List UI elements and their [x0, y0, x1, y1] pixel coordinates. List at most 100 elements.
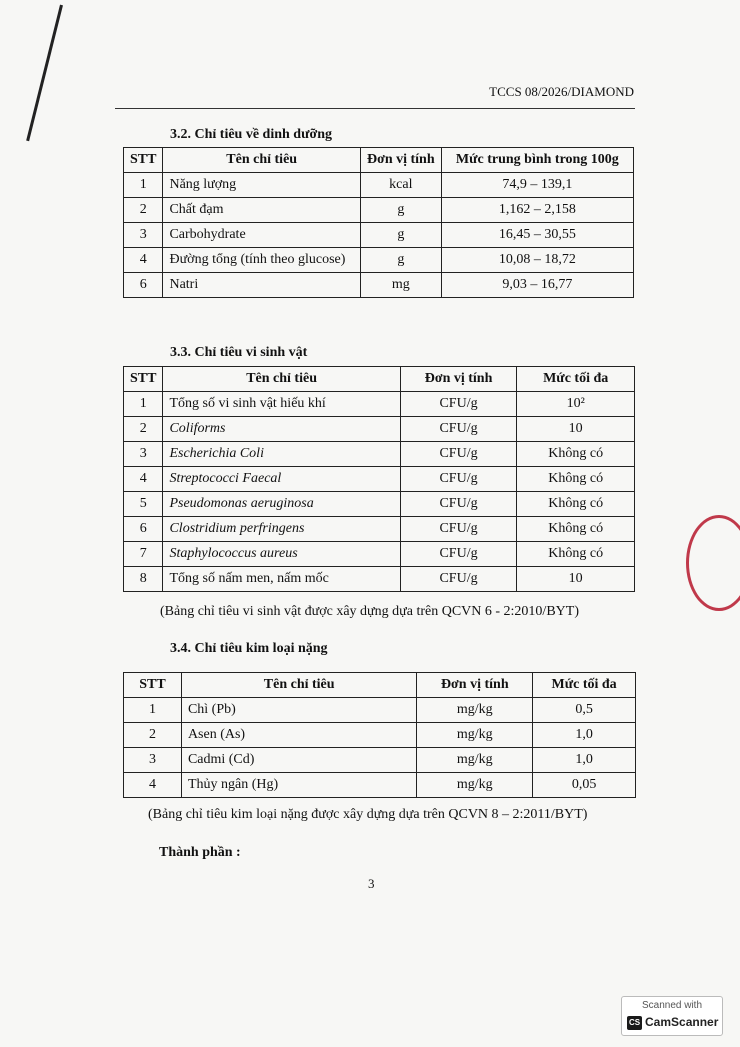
column-header: Tên chỉ tiêu — [180, 672, 418, 698]
table-cell: mg/kg — [416, 772, 534, 798]
table-cell: 1,0 — [532, 747, 636, 773]
table-cell: 4 — [122, 466, 164, 492]
table-cell: 10 — [516, 566, 635, 592]
table-row: 1 Chì (Pb) mg/kg 0,5 — [123, 697, 636, 723]
column-header: Đơn vị tính — [359, 147, 442, 173]
table-header-row: STT Tên chỉ tiêu Đơn vị tính Mức tối đa — [123, 672, 636, 698]
table-cell: 1 — [122, 172, 164, 198]
metals-note: (Bảng chỉ tiêu kim loại nặng được xây dự… — [148, 807, 588, 822]
table-cell: Không có — [516, 491, 635, 517]
nutrition-table: STT Tên chỉ tiêu Đơn vị tính Mức trung bình… — [122, 147, 635, 298]
table-cell: Năng lượng — [162, 172, 361, 198]
column-header: STT — [122, 147, 164, 173]
table-cell: g — [359, 247, 442, 273]
table-cell: Không có — [516, 441, 635, 467]
column-header: Đơn vị tính — [399, 366, 518, 392]
column-header: Tên chỉ tiêu — [162, 366, 401, 392]
table-cell: 2 — [122, 416, 164, 442]
table-cell: CFU/g — [399, 541, 518, 567]
watermark-line1: Scanned with — [641, 1000, 703, 1011]
table-cell: 6 — [122, 272, 164, 298]
table-cell: 1 — [123, 697, 182, 723]
table-cell: Pseudomonas aeruginosa — [162, 491, 401, 517]
table-cell: 3 — [122, 441, 164, 467]
column-header: STT — [122, 366, 164, 392]
table-cell: 74,9 – 139,1 — [440, 172, 635, 198]
header-divider — [115, 108, 635, 109]
table-cell: Không có — [516, 466, 635, 492]
table-cell: CFU/g — [399, 566, 518, 592]
table-cell: 3 — [122, 222, 164, 248]
page-number: 3 — [368, 876, 375, 891]
table-cell: mg/kg — [416, 697, 534, 723]
section-title-micro: 3.3. Chỉ tiêu vi sinh vật — [170, 345, 308, 360]
column-header: STT — [123, 672, 182, 698]
table-cell: 0,05 — [532, 772, 636, 798]
table-cell: Asen (As) — [180, 722, 418, 748]
table-cell: 3 — [123, 747, 182, 773]
table-cell: CFU/g — [399, 416, 518, 442]
table-row: 1 Năng lượng kcal 74,9 – 139,1 — [122, 172, 635, 198]
table-cell: Carbohydrate — [162, 222, 361, 248]
table-row: 8 Tổng số nấm men, nấm mốc CFU/g 10 — [122, 566, 635, 592]
table-cell: 10,08 – 18,72 — [440, 247, 635, 273]
table-row: 7 Staphylococcus aureus CFU/g Không có — [122, 541, 635, 567]
document-code: TCCS 08/2026/DIAMOND — [489, 84, 634, 99]
table-row: 3 Carbohydrate g 16,45 – 30,55 — [122, 222, 635, 248]
table-cell: Coliforms — [162, 416, 401, 442]
table-cell: mg/kg — [416, 747, 534, 773]
table-row: 6 Clostridium perfringens CFU/g Không có — [122, 516, 635, 542]
table-cell: 8 — [122, 566, 164, 592]
column-header: Mức tối đa — [532, 672, 636, 698]
table-row: 6 Natri mg 9,03 – 16,77 — [122, 272, 635, 298]
table-cell: 6 — [122, 516, 164, 542]
table-cell: 1 — [122, 391, 164, 417]
table-cell: Tổng số nấm men, nấm mốc — [162, 566, 401, 592]
micro-note: (Bảng chỉ tiêu vi sinh vật được xây dựng… — [160, 604, 579, 619]
camscanner-logo-icon: CS — [627, 1016, 642, 1030]
table-row: 2 Asen (As) mg/kg 1,0 — [123, 722, 636, 748]
table-cell: 2 — [123, 722, 182, 748]
camscanner-watermark: Scanned with CS CamScanner — [621, 996, 723, 1036]
table-cell: 1,162 – 2,158 — [440, 197, 635, 223]
table-row: 2 Chất đạm g 1,162 – 2,158 — [122, 197, 635, 223]
column-header: Tên chỉ tiêu — [162, 147, 361, 173]
table-cell: Streptococci Faecal — [162, 466, 401, 492]
table-cell: 9,03 – 16,77 — [440, 272, 635, 298]
table-row: 4 Thủy ngân (Hg) mg/kg 0,05 — [123, 772, 636, 798]
table-row: 2 Coliforms CFU/g 10 — [122, 416, 635, 442]
table-cell: 1,0 — [532, 722, 636, 748]
table-cell: 10² — [516, 391, 635, 417]
pen-mark — [26, 4, 63, 142]
column-header: Đơn vị tính — [416, 672, 534, 698]
table-cell: Chì (Pb) — [180, 697, 418, 723]
table-cell: 16,45 – 30,55 — [440, 222, 635, 248]
table-cell: kcal — [359, 172, 442, 198]
column-header: Mức tối đa — [516, 366, 635, 392]
table-cell: mg — [359, 272, 442, 298]
table-cell: Không có — [516, 541, 635, 567]
section-title-metals: 3.4. Chỉ tiêu kim loại nặng — [170, 641, 328, 656]
table-row: 1 Tổng số vi sinh vật hiếu khí CFU/g 10² — [122, 391, 635, 417]
metals-table: STT Tên chỉ tiêu Đơn vị tính Mức tối đa 1 Chì… — [123, 672, 636, 798]
table-row: 3 Cadmi (Cd) mg/kg 1,0 — [123, 747, 636, 773]
table-cell: Đường tổng (tính theo glucose) — [162, 247, 361, 273]
table-header-row: STT Tên chỉ tiêu Đơn vị tính Mức trung bình… — [122, 147, 635, 173]
table-cell: g — [359, 222, 442, 248]
column-header: Mức trung bình trong 100g — [440, 147, 635, 173]
table-header-row: STT Tên chỉ tiêu Đơn vị tính Mức tối đa — [122, 366, 635, 392]
table-cell: 4 — [123, 772, 182, 798]
table-cell: Clostridium perfringens — [162, 516, 401, 542]
table-cell: CFU/g — [399, 466, 518, 492]
table-cell: Tổng số vi sinh vật hiếu khí — [162, 391, 401, 417]
table-cell: CFU/g — [399, 441, 518, 467]
watermark-line2: CamScanner — [645, 1015, 719, 1029]
table-cell: CFU/g — [399, 391, 518, 417]
table-cell: 0,5 — [532, 697, 636, 723]
table-cell: mg/kg — [416, 722, 534, 748]
section-title-nutrition: 3.2. Chỉ tiêu về dinh dưỡng — [170, 127, 333, 142]
table-cell: Cadmi (Cd) — [180, 747, 418, 773]
table-cell: 2 — [122, 197, 164, 223]
table-cell: Không có — [516, 516, 635, 542]
table-cell: 4 — [122, 247, 164, 273]
